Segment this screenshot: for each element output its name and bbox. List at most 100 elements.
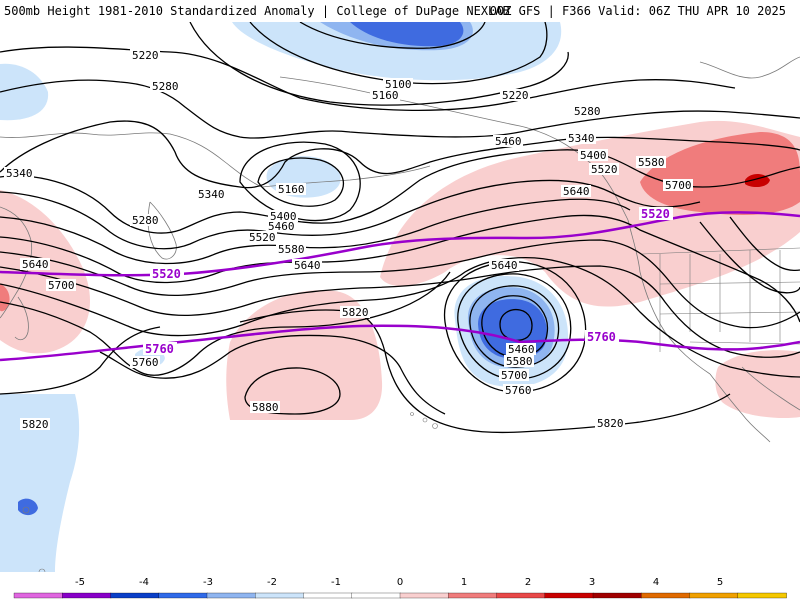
contour-5640	[0, 257, 800, 378]
contour-label: 5820	[597, 417, 624, 430]
contour-5100	[249, 22, 548, 85]
colorbar-segment	[62, 592, 112, 599]
contour-label: 5340	[568, 132, 595, 145]
weather-map: 5220 5220 5100 5160 5280 5280 5280 5340 …	[0, 22, 800, 572]
contour-label: 5220	[132, 49, 159, 62]
contour-cutoff-2	[457, 273, 572, 380]
contour-label: 5100	[385, 78, 412, 91]
contour-label: 5400	[270, 210, 297, 223]
pos-anomaly-mexico	[715, 350, 800, 419]
highlight-label: 5760	[145, 342, 174, 356]
colorbar-segments	[13, 592, 787, 599]
contour-label: 5280	[574, 105, 601, 118]
coastline-hudson	[699, 56, 800, 79]
contour-label: 5640	[22, 258, 49, 271]
contour-label: 5760	[132, 356, 159, 369]
coastline-mexico-west	[741, 366, 800, 411]
colorbar-segment	[351, 592, 401, 599]
colorbar-segment	[689, 592, 739, 599]
colorbar-segment	[255, 592, 305, 599]
pos-anomaly-northeast-core	[640, 132, 800, 215]
colorbar-tick-label: 1	[461, 577, 467, 588]
contour-cutoff-3	[469, 285, 560, 368]
neg-anomaly-north-deep	[350, 22, 464, 47]
contour-label: 5460	[508, 343, 535, 356]
contour-label: 5520	[591, 163, 618, 176]
colorbar-segment	[448, 592, 498, 599]
colorbar-tick-label: 4	[653, 577, 659, 588]
neg-anomaly-north-pacific	[232, 22, 562, 81]
colorbar-tick-label: 2	[525, 577, 531, 588]
pacific-islands	[22, 412, 438, 572]
contour-label: 5280	[152, 80, 179, 93]
colorbar-ticks: -5 -4 -3 -2 -1 0 1 2 3 4 5	[75, 577, 723, 588]
contour-trough-east	[699, 221, 800, 294]
contour-cutoff-4	[481, 295, 549, 358]
colorbar-segment	[110, 592, 160, 599]
anomaly-colorbar: -5 -4 -3 -2 -1 0 1 2 3 4 5	[0, 572, 800, 600]
colorbar-segment	[13, 592, 63, 599]
coastline-alaska	[279, 76, 629, 221]
contour-label: 5880	[252, 401, 279, 414]
coastline-baja	[709, 373, 771, 443]
colorbar-tick-label: -4	[139, 577, 149, 588]
contour-5340-north	[0, 120, 800, 189]
border-state-row-2	[659, 311, 800, 315]
contour-label: 5460	[495, 135, 522, 148]
contour-label: 5280	[132, 214, 159, 227]
colorbar-tick-label: -5	[75, 577, 85, 588]
contour-label: 5340	[198, 188, 225, 201]
contour-5820-west	[0, 326, 161, 395]
contour-5160-low	[257, 157, 344, 207]
contour-label: 5700	[501, 369, 528, 382]
map-header: 500mb Height 1981-2010 Standardized Anom…	[0, 0, 800, 22]
island-hawaii-1	[410, 412, 414, 416]
contour-label: 5820	[342, 306, 369, 319]
contour-label: 5400	[580, 149, 607, 162]
contour-5280-north	[0, 79, 800, 139]
contour-5700	[0, 271, 451, 376]
colorbar-segment	[206, 592, 256, 599]
colorbar-tick-label: -2	[267, 577, 277, 588]
contour-label: 5220	[502, 89, 529, 102]
contour-label-group: 5220 5220 5100 5160 5280 5280 5280 5340 …	[4, 49, 693, 431]
island-west-2	[38, 568, 46, 572]
pos-anomaly-west-core	[0, 284, 10, 312]
pos-anomaly-west-edge	[0, 190, 90, 354]
contour-label: 5760	[505, 384, 532, 397]
neg-anomaly-west-edge	[0, 63, 49, 121]
colorbar-segment	[737, 592, 787, 599]
contour-trough-east-2	[729, 216, 800, 272]
contour-label: 5700	[48, 279, 75, 292]
map-title: 500mb Height 1981-2010 Standardized Anom…	[4, 4, 510, 18]
contour-5580	[0, 265, 800, 358]
neg-anomaly-southwest	[0, 394, 80, 572]
contour-5520	[0, 239, 800, 329]
contour-5040-north	[299, 22, 486, 49]
model-run-info: 00Z GFS | F366 Valid: 06Z THU APR 10 202…	[489, 4, 786, 18]
contour-5340-mid	[0, 179, 701, 250]
colorbar-segment	[399, 592, 449, 599]
highlight-label: 5760	[587, 330, 616, 344]
highlight-label: 5520	[152, 267, 181, 281]
colorbar-segment	[496, 592, 546, 599]
contour-label: 5160	[278, 183, 305, 196]
island-west-1	[22, 506, 30, 514]
border-state-row-1	[659, 281, 800, 285]
colorbar-segment	[592, 592, 642, 599]
coastline-kamchatka	[147, 201, 177, 260]
contour-5460	[0, 214, 800, 323]
colorbar-tick-label: 5	[717, 577, 723, 588]
coastline-us-west	[639, 271, 711, 375]
colorbar-tick-label: -3	[203, 577, 213, 588]
colorbar-segment	[641, 592, 691, 599]
island-hawaii-2	[422, 417, 428, 423]
contour-label: 5700	[665, 179, 692, 192]
colorbar-segment	[544, 592, 594, 599]
contour-5760	[99, 334, 446, 415]
contour-label: 5580	[278, 243, 305, 256]
colorbar-tick-label: 0	[397, 577, 403, 588]
contour-cutoff-core	[499, 308, 533, 341]
contour-label: 5520	[249, 231, 276, 244]
contour-label: 5640	[563, 185, 590, 198]
